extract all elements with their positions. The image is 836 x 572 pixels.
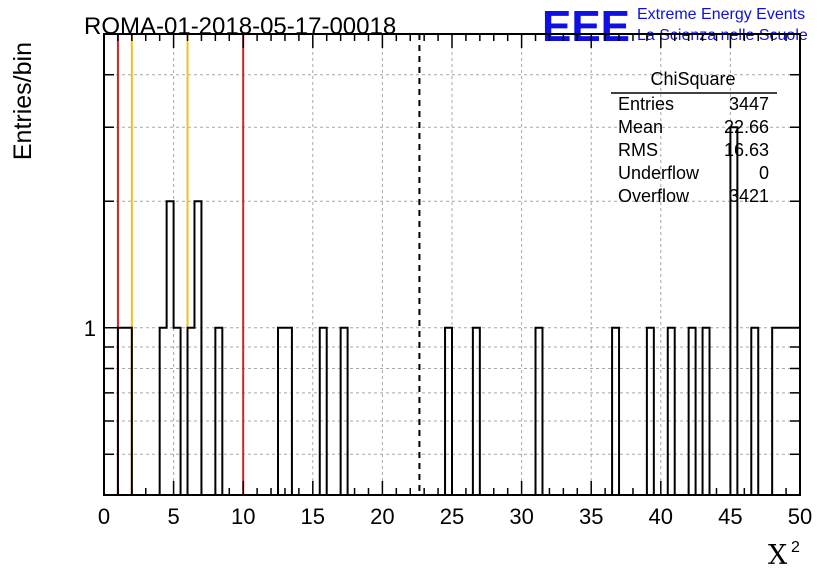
stats-value: 3421 bbox=[729, 186, 769, 206]
stats-value: 3447 bbox=[729, 94, 769, 114]
eee-logo-line2: La Scienza nelle Scuole bbox=[637, 27, 808, 44]
eee-logo-line1: Extreme Energy Events bbox=[637, 6, 805, 23]
eee-logo: EEE Extreme Energy Events La Scienza nel… bbox=[542, 2, 808, 51]
stats-label: Overflow bbox=[618, 186, 690, 206]
y-axis-label: Entries/bin bbox=[9, 42, 37, 160]
x-tick-label: 45 bbox=[718, 504, 742, 529]
stats-rows: Entries 3447 Mean 22.66 RMS 16.63 Underflow 0 Ov… bbox=[618, 94, 769, 206]
stats-label: RMS bbox=[618, 140, 658, 160]
x-tick-label: 15 bbox=[301, 504, 325, 529]
axes: 0 5 10 15 20 25 30 35 40 45 50 1 bbox=[84, 33, 812, 529]
x-tick-label: 20 bbox=[370, 504, 394, 529]
stats-label: Entries bbox=[618, 94, 674, 114]
stats-title: ChiSquare bbox=[650, 69, 735, 89]
stats-box: ChiSquare Entries 3447 Mean 22.66 RMS 16.63 Un… bbox=[611, 69, 777, 206]
stats-value: 0 bbox=[759, 163, 769, 183]
x-tick-label: 40 bbox=[649, 504, 673, 529]
x-tick-label: 30 bbox=[509, 504, 533, 529]
reference-lines bbox=[116, 34, 421, 495]
stats-value: 22.66 bbox=[724, 117, 769, 137]
x-tick-label: 0 bbox=[98, 504, 110, 529]
eee-logo-mark: EEE bbox=[542, 2, 630, 51]
chart-title: ROMA-01-2018-05-17-00018 bbox=[84, 13, 396, 40]
x-tick-label: 10 bbox=[231, 504, 255, 529]
x-tick-label: 25 bbox=[440, 504, 464, 529]
y-tick-label: 1 bbox=[84, 316, 96, 341]
x-axis-label-superscript: 2 bbox=[791, 539, 800, 556]
x-tick-label: 50 bbox=[788, 504, 812, 529]
stats-label: Mean bbox=[618, 117, 663, 137]
stats-value: 16.63 bbox=[724, 140, 769, 160]
x-tick-label: 35 bbox=[579, 504, 603, 529]
x-tick-label: 5 bbox=[167, 504, 179, 529]
x-axis-label-main: X bbox=[768, 540, 788, 571]
x-axis-label: X 2 bbox=[768, 539, 800, 571]
stats-label: Underflow bbox=[618, 163, 700, 183]
